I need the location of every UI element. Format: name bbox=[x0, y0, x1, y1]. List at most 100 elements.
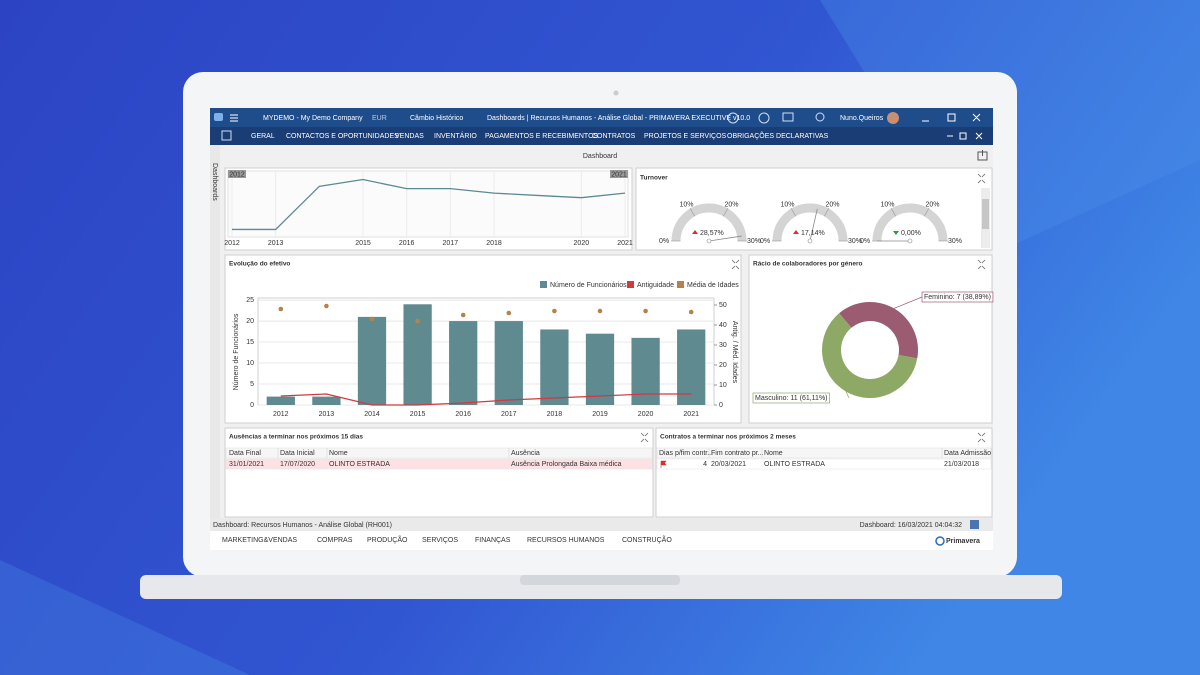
label-box bbox=[752, 392, 830, 404]
hamburger[interactable] bbox=[230, 114, 238, 122]
module-tab[interactable]: MARKETING&VENDAS bbox=[222, 537, 297, 544]
table-row[interactable] bbox=[656, 458, 992, 470]
expand-icon[interactable] bbox=[977, 173, 986, 184]
legend-label[interactable]: Antiguidade bbox=[637, 282, 674, 289]
table-cell: 31/01/2021 bbox=[229, 461, 264, 468]
column-header[interactable]: Data Final bbox=[229, 450, 261, 457]
trend-arrow bbox=[793, 230, 799, 234]
bar bbox=[677, 329, 706, 405]
dot bbox=[688, 309, 694, 315]
x-tick-label: 2014 bbox=[364, 411, 380, 418]
bar bbox=[266, 396, 295, 405]
panel-title: Turnover bbox=[640, 175, 668, 182]
x-tick-label: 2012 bbox=[224, 240, 240, 247]
side-tab[interactable]: Dashboards bbox=[211, 163, 218, 201]
app-icon[interactable] bbox=[214, 113, 223, 121]
column-header[interactable]: Dias p/fim contr... bbox=[659, 450, 713, 457]
share-icon[interactable] bbox=[977, 150, 988, 161]
scroll-thumb[interactable] bbox=[982, 199, 989, 229]
column-header[interactable]: Data Inicial bbox=[280, 450, 315, 457]
chat-icon[interactable] bbox=[782, 112, 794, 122]
panel-title: Contratos a terminar nos próximos 2 mese… bbox=[660, 434, 796, 441]
flag-icon bbox=[660, 460, 667, 468]
expand-icon[interactable] bbox=[640, 432, 649, 443]
gauge-value: 0,00% bbox=[901, 230, 921, 237]
module-tab[interactable]: PRODUÇÃO bbox=[367, 535, 408, 544]
y2-axis-title: Antig. / Méd. Idades bbox=[731, 321, 738, 384]
column-header[interactable]: Data Admissão bbox=[944, 450, 991, 457]
expand-icon[interactable] bbox=[731, 259, 740, 270]
y-tick-label: 20 bbox=[246, 318, 254, 325]
gauge-tick-label: 10% bbox=[780, 201, 794, 208]
gauge-hub bbox=[907, 238, 913, 244]
laptop-base bbox=[140, 575, 1062, 599]
gauge-tick bbox=[823, 207, 830, 217]
column-header[interactable]: Nome bbox=[764, 450, 783, 457]
table-cell: 21/03/2018 bbox=[944, 461, 979, 468]
gauge-needle bbox=[809, 208, 818, 242]
menu-item[interactable]: CONTRATOS bbox=[592, 133, 636, 140]
table-header bbox=[656, 447, 992, 459]
column-header[interactable]: Nome bbox=[329, 450, 348, 457]
search-icon[interactable] bbox=[815, 112, 825, 122]
menu-item[interactable]: INVENTÁRIO bbox=[434, 131, 477, 140]
menu-icon[interactable] bbox=[221, 130, 232, 141]
menu-item[interactable]: CONTACTOS E OPORTUNIDADES bbox=[286, 133, 399, 140]
gauge-tick bbox=[890, 207, 897, 217]
gauge-tick-label: 30% bbox=[848, 238, 862, 245]
panel-title: Rácio de colaboradores por género bbox=[753, 261, 862, 268]
bar bbox=[585, 333, 615, 405]
menu-item[interactable]: OBRIGAÇÕES DECLARATIVAS bbox=[727, 131, 829, 140]
user-name[interactable]: Nuno.Queiros bbox=[840, 115, 884, 122]
expand-icon[interactable] bbox=[977, 259, 986, 270]
gauge-tick bbox=[790, 207, 797, 217]
status-icon[interactable] bbox=[970, 520, 979, 529]
expand-icon[interactable] bbox=[977, 432, 986, 443]
gauge-tick bbox=[923, 207, 930, 217]
y-tick-label: 25 bbox=[246, 297, 254, 304]
menu-item[interactable]: GERAL bbox=[251, 133, 275, 140]
cloud-icon[interactable] bbox=[727, 112, 739, 124]
y2-tick-label: 30 bbox=[719, 342, 727, 349]
table-cell: 20/03/2021 bbox=[711, 461, 746, 468]
dot bbox=[278, 306, 284, 312]
company[interactable]: MYDEMO - My Demo Company bbox=[263, 115, 363, 122]
dot bbox=[552, 308, 557, 314]
table-row[interactable] bbox=[225, 458, 653, 470]
x-tick-label: 2013 bbox=[319, 411, 335, 418]
module-tab[interactable]: CONSTRUÇÃO bbox=[622, 535, 672, 544]
status-right: Dashboard: 16/03/2021 04:04:32 bbox=[860, 522, 962, 529]
absences-panel bbox=[224, 427, 654, 518]
range-badge bbox=[610, 170, 628, 178]
table-cell: 4 bbox=[703, 461, 707, 468]
window-controls[interactable] bbox=[922, 113, 981, 122]
y-tick-label: 10 bbox=[246, 360, 254, 367]
module-tab[interactable]: COMPRAS bbox=[317, 537, 353, 544]
legend-label[interactable]: Média de Idades bbox=[687, 282, 739, 289]
y2-tick-label: 10 bbox=[719, 382, 727, 389]
donut-slice bbox=[822, 313, 918, 398]
currency[interactable]: EUR bbox=[372, 115, 387, 122]
menu-item[interactable]: VENDAS bbox=[395, 133, 424, 140]
module-tab[interactable]: SERVIÇOS bbox=[422, 537, 458, 544]
x-tick-label: 2016 bbox=[399, 240, 415, 247]
globe-icon[interactable] bbox=[758, 112, 770, 124]
window-title: Dashboards | Recursos Humanos - Análise … bbox=[487, 115, 750, 122]
doc-controls[interactable] bbox=[947, 132, 983, 140]
status-bar bbox=[210, 518, 993, 531]
exchange[interactable]: Câmbio Histórico bbox=[410, 115, 463, 122]
gauge-value: 17,14% bbox=[801, 230, 825, 237]
column-header[interactable]: Fim contrato pr... bbox=[711, 450, 764, 457]
gauge-needle bbox=[708, 235, 742, 242]
range-badge bbox=[228, 170, 246, 178]
avatar[interactable] bbox=[887, 112, 899, 124]
module-tab[interactable]: RECURSOS HUMANOS bbox=[527, 537, 605, 544]
module-tab[interactable]: FINANÇAS bbox=[475, 537, 511, 544]
menu-item[interactable]: PROJETOS E SERVIÇOS bbox=[644, 133, 727, 140]
gauge-tick-label: 30% bbox=[948, 238, 962, 245]
column-header[interactable]: Ausência bbox=[511, 450, 540, 457]
menu-item[interactable]: PAGAMENTOS E RECEBIMENTOS bbox=[485, 133, 599, 140]
table-header bbox=[225, 447, 653, 459]
legend-label[interactable]: Número de Funcionários bbox=[550, 282, 627, 289]
table-cell: Ausência Prolongada Baixa médica bbox=[511, 461, 622, 468]
